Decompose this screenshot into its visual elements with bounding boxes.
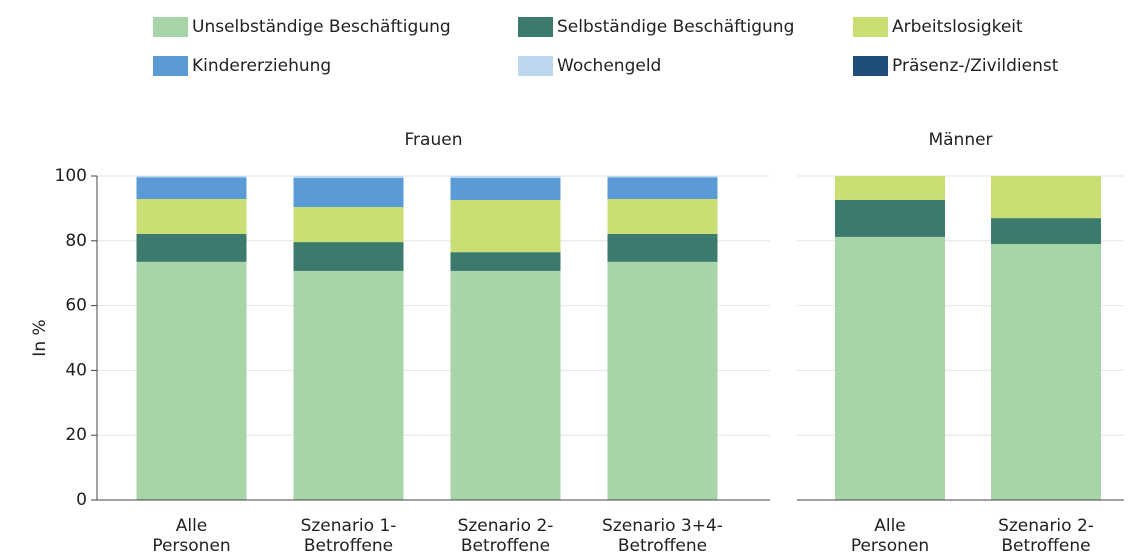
bar-segment <box>835 176 945 200</box>
bar-segment <box>607 177 718 200</box>
y-tick-label: 20 <box>65 425 87 445</box>
legend-swatch <box>853 17 888 37</box>
bar-segment <box>450 199 561 253</box>
bar-segment <box>293 177 404 208</box>
bar-segment <box>450 177 561 200</box>
y-axis-label: In % <box>30 319 50 356</box>
bar-segment <box>136 176 247 178</box>
legend-swatch <box>853 56 888 76</box>
bar-segment <box>450 270 561 500</box>
x-tick-label: Alle Personen <box>851 516 929 556</box>
panel-title: Frauen <box>405 130 463 150</box>
x-tick-label: Alle Personen <box>152 516 230 556</box>
bar-segment <box>607 261 718 500</box>
bar-segment <box>607 199 718 234</box>
panel-title: Männer <box>928 130 992 150</box>
bar-segment <box>991 176 1101 219</box>
legend-label: Wochengeld <box>557 56 661 76</box>
bar-segment <box>136 199 247 234</box>
bar-segment <box>293 270 404 500</box>
y-tick-label: 40 <box>65 360 87 380</box>
y-tick-label: 80 <box>65 231 87 251</box>
legend-label: Arbeitslosigkeit <box>892 17 1023 37</box>
legend-swatch <box>518 17 553 37</box>
y-tick-label: 60 <box>65 296 87 316</box>
legend-label: Präsenz-/Zivildienst <box>892 56 1059 76</box>
y-tick-label: 0 <box>76 490 87 510</box>
bar-segment <box>293 242 404 271</box>
bar-segment <box>991 218 1101 245</box>
legend-label: Unselbständige Beschäftigung <box>192 17 451 37</box>
bar-segment <box>136 177 247 200</box>
legend-swatch <box>518 56 553 76</box>
bar-segment <box>293 207 404 243</box>
x-tick-label: Szenario 2-Betroffene <box>458 516 554 556</box>
x-tick-label: Szenario 3+4-Betroffene <box>602 516 723 556</box>
bar-segment <box>835 199 945 237</box>
bar-segment <box>136 261 247 500</box>
bar-segment <box>293 176 404 178</box>
bar-segment <box>607 176 718 178</box>
bar-segment <box>991 244 1101 500</box>
legend-label: Kindererziehung <box>192 56 331 76</box>
bar-segment <box>835 236 945 501</box>
legend-label: Selbständige Beschäftigung <box>557 17 794 37</box>
x-tick-label: Szenario 2-Betroffene <box>998 516 1094 556</box>
y-tick-label: 100 <box>55 166 87 186</box>
legend-swatch <box>153 17 188 37</box>
legend-swatch <box>153 56 188 76</box>
bar-segment <box>450 252 561 271</box>
bar-segment <box>136 233 247 262</box>
bar-segment <box>607 233 718 262</box>
bar-segment <box>450 176 561 178</box>
x-tick-label: Szenario 1-Betroffene <box>301 516 397 556</box>
